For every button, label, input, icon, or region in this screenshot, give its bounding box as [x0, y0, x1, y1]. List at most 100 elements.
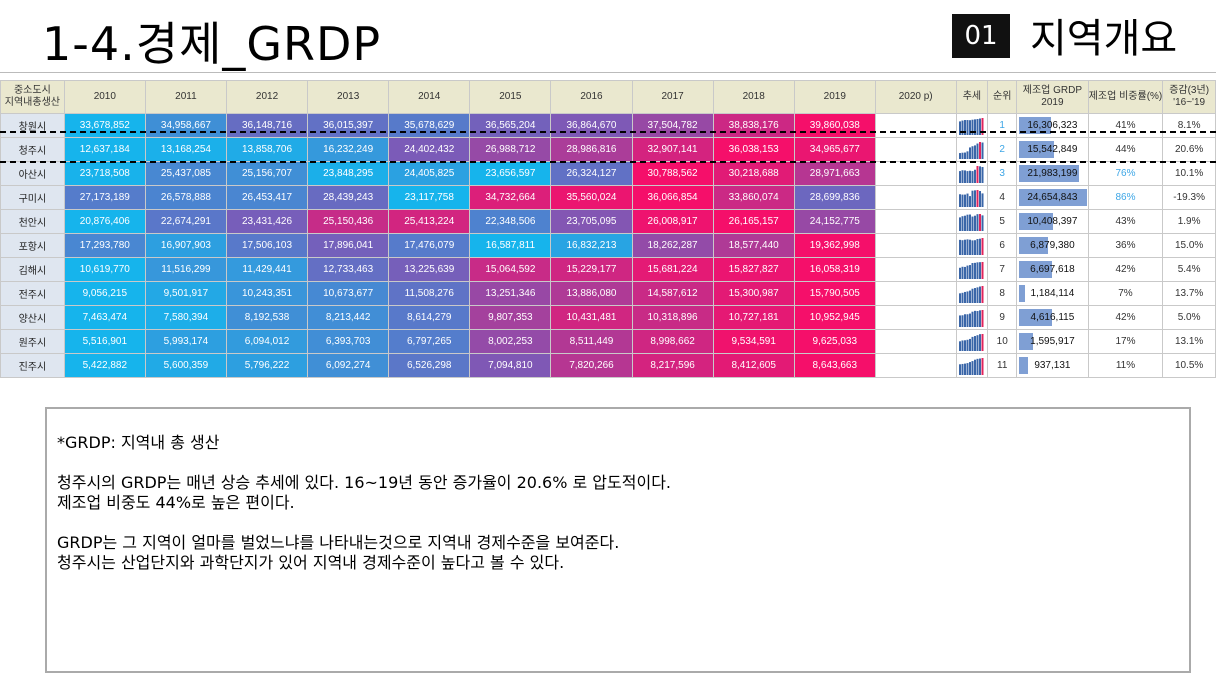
sparkline-bar — [961, 266, 964, 279]
three-year-change-cell: 10.5% — [1162, 353, 1216, 378]
sparkline-bar — [968, 195, 971, 207]
grdp-value-cell: 15,300,987 — [712, 281, 795, 306]
grdp-value-cell: 16,232,249 — [307, 137, 390, 162]
rank-cell: 4 — [987, 185, 1018, 210]
table-row: 청주시 12,637,184 13,168,254 13,858,706 16,232,… — [0, 137, 1216, 162]
manufacturing-grdp-cell: 24,654,843 — [1016, 185, 1089, 210]
grdp-value-cell: 7,463,474 — [63, 305, 146, 330]
column-header: 2016 — [550, 80, 633, 114]
manufacturing-grdp-cell: 21,983,199 — [1016, 161, 1089, 186]
sparkline-bar — [966, 193, 969, 207]
grdp-value-cell: 30,788,562 — [631, 161, 714, 186]
table-row: 아산시 23,718,508 25,437,085 25,156,707 23,848,… — [0, 161, 1216, 186]
grdp-value-cell: 28,986,816 — [550, 137, 633, 162]
grdp-value-cell: 6,526,298 — [388, 353, 471, 378]
grdp-value-cell: 34,958,667 — [144, 113, 227, 138]
sparkline-bar — [981, 166, 984, 183]
grdp-value-cell: 17,293,780 — [63, 233, 146, 258]
manufacturing-share-cell: 76% — [1087, 161, 1164, 186]
page-title: 1-4.경제_GRDP — [42, 17, 382, 71]
sparkline-bar — [958, 170, 961, 183]
grdp-value-cell: 10,431,481 — [550, 305, 633, 330]
manufacturing-grdp-cell: 10,408,397 — [1016, 209, 1089, 234]
grdp-value-cell: 26,324,127 — [550, 161, 633, 186]
sparkline-bar — [978, 165, 981, 183]
grdp-value-cell: 28,699,836 — [793, 185, 876, 210]
grdp-value-cell: 22,674,291 — [144, 209, 227, 234]
sparkline-bar — [981, 309, 984, 327]
sparkline-bar — [966, 214, 969, 231]
sparkline-bar — [961, 215, 964, 231]
grdp-2020-cell — [874, 281, 957, 306]
grdp-value-cell: 36,148,716 — [225, 113, 309, 138]
row-city-name: 진주시 — [0, 353, 65, 378]
row-city-name: 구미시 — [0, 185, 65, 210]
grdp-value-cell: 6,393,703 — [307, 329, 390, 354]
sparkline-bar — [958, 216, 961, 231]
sparkline-bar — [963, 339, 966, 351]
manufacturing-grdp-bar — [1019, 213, 1054, 230]
sparkline-bar — [978, 213, 981, 231]
sparkline-bar — [981, 285, 984, 303]
rank-cell: 7 — [987, 257, 1018, 282]
sparkline-bar — [978, 333, 981, 351]
grdp-value-cell: 11,429,441 — [225, 257, 309, 282]
grdp-value-cell: 5,600,359 — [144, 353, 227, 378]
grdp-value-cell: 9,534,591 — [712, 329, 795, 354]
sparkline-bar — [971, 239, 974, 255]
manufacturing-grdp-cell: 6,697,618 — [1016, 257, 1089, 282]
row-city-name: 김해시 — [0, 257, 65, 282]
manufacturing-grdp-bar — [1019, 357, 1028, 374]
grdp-value-cell: 25,413,224 — [388, 209, 471, 234]
grdp-value-cell: 13,251,346 — [469, 281, 552, 306]
column-header: 2017 — [631, 80, 714, 114]
row-city-name: 청주시 — [0, 137, 65, 162]
grdp-2020-cell — [874, 305, 957, 330]
grdp-value-cell: 34,732,664 — [469, 185, 552, 210]
grdp-value-cell: 6,092,274 — [307, 353, 390, 378]
grdp-value-cell: 13,858,706 — [225, 137, 309, 162]
grdp-2020-cell — [874, 257, 957, 282]
sparkline-bar — [976, 189, 979, 207]
trend-sparkline — [955, 329, 989, 354]
grdp-value-cell: 6,797,265 — [388, 329, 471, 354]
grdp-value-cell: 8,412,605 — [712, 353, 795, 378]
sparkline-bar — [958, 152, 961, 159]
sparkline-bar — [961, 120, 964, 135]
note-spacer — [57, 513, 1179, 533]
manufacturing-grdp-value: 1,595,917 — [1030, 336, 1075, 347]
grdp-value-cell: 15,790,505 — [793, 281, 876, 306]
manufacturing-grdp-value: 15,542,849 — [1027, 144, 1078, 155]
sparkline-bar — [978, 118, 981, 135]
note-line: *GRDP: 지역내 총 생산 — [57, 433, 220, 452]
grdp-value-cell: 32,907,141 — [631, 137, 714, 162]
table-row: 구미시 27,173,189 26,578,888 26,453,417 28,439,… — [0, 185, 1216, 210]
grdp-value-cell: 5,796,222 — [225, 353, 309, 378]
grdp-value-cell: 26,165,157 — [712, 209, 795, 234]
grdp-value-cell: 36,066,854 — [631, 185, 714, 210]
manufacturing-grdp-value: 10,408,397 — [1027, 216, 1078, 227]
rank-cell: 9 — [987, 305, 1018, 330]
grdp-value-cell: 7,580,394 — [144, 305, 227, 330]
grdp-value-cell: 6,094,012 — [225, 329, 309, 354]
grdp-2020-cell — [874, 137, 957, 162]
grdp-value-cell: 15,229,177 — [550, 257, 633, 282]
sparkline-bar — [958, 120, 961, 135]
trend-sparkline — [955, 209, 989, 234]
column-header: 2011 — [144, 80, 227, 114]
three-year-change-cell: -19.3% — [1162, 185, 1216, 210]
grdp-value-cell: 7,094,810 — [469, 353, 552, 378]
manufacturing-share-cell: 42% — [1087, 257, 1164, 282]
manufacturing-grdp-cell: 15,542,849 — [1016, 137, 1089, 162]
trend-sparkline — [955, 257, 989, 282]
grdp-value-cell: 10,619,770 — [63, 257, 146, 282]
sparkline-bar — [981, 261, 984, 279]
sparkline-bar — [973, 262, 976, 279]
rank-cell: 5 — [987, 209, 1018, 234]
sparkline-bar — [981, 117, 984, 135]
sparkline-bar — [973, 169, 976, 183]
three-year-change-cell: 13.1% — [1162, 329, 1216, 354]
manufacturing-share-cell: 36% — [1087, 233, 1164, 258]
sparkline-bar — [973, 215, 976, 231]
grdp-value-cell: 25,150,436 — [307, 209, 390, 234]
